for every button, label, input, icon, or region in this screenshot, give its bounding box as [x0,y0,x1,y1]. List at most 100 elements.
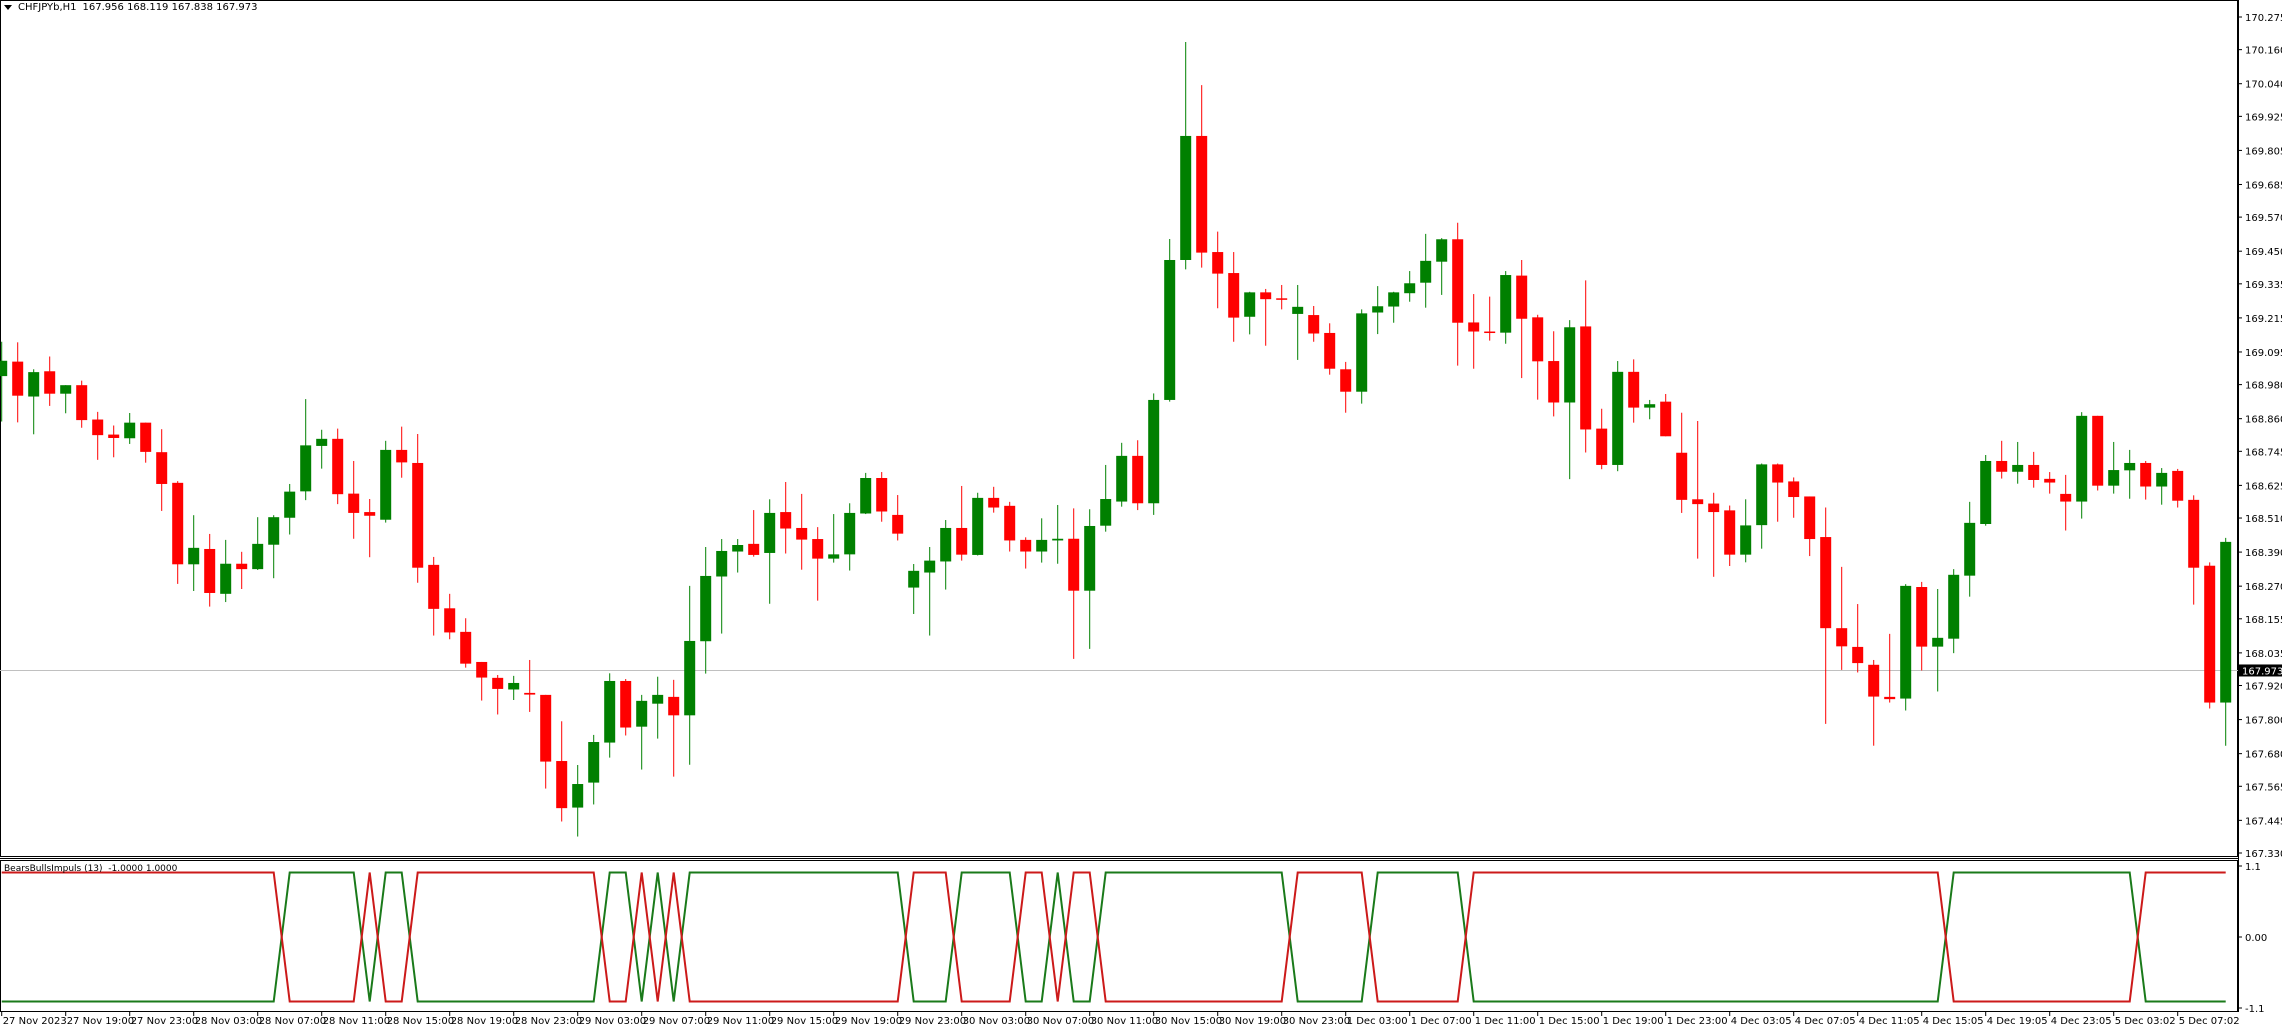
candle-bear [556,721,568,822]
candle-bull [940,520,952,590]
candle-body [876,478,888,512]
candle-bear [12,342,24,423]
indicator-lines [1,871,2226,1003]
candle-body [1772,464,1784,483]
time-tick-label: 27 Nov 19:00 [67,1016,134,1026]
candle-bear [428,556,440,636]
candle-bear [1340,361,1352,413]
candle-body [1068,538,1080,591]
candle-bull [380,440,392,523]
time-tick-label: 28 Nov 15:00 [387,1016,454,1026]
candle-body [1836,628,1848,647]
candle-body [908,570,920,588]
price-tick-label: 167.330 [2245,849,2282,860]
candle-bear [1532,314,1544,400]
candle-body [1468,322,1480,332]
candle-body [684,640,696,716]
candle-bull [1900,584,1912,711]
candle-body [796,527,808,540]
candle-body [1436,239,1448,262]
candle-bear [892,495,904,541]
collapse-triangle-icon[interactable] [4,5,12,10]
price-tick-label: 167.920 [2245,682,2282,693]
candle-bull [300,399,312,501]
candle-bear [1660,393,1672,437]
candle-bear [540,694,552,789]
candle-bull [1500,271,1512,344]
candle-body [1964,522,1976,576]
candle-bear [364,499,376,558]
candle-body [1596,428,1608,465]
candle-bull [1372,286,1384,335]
candle-body [364,512,376,516]
candle-bull [716,539,728,634]
candle-bull [2012,441,2024,484]
candle-body [940,527,952,562]
candle-body [1100,499,1112,526]
candle-body [860,478,872,514]
candle-bear [956,485,968,561]
candle-bear [1772,463,1784,522]
time-tick-label: 29 Nov 07:00 [643,1016,710,1026]
candle-bear [1468,294,1480,369]
candle-bear [332,428,344,505]
candle-body [2044,478,2056,483]
candle-bear [76,380,88,428]
candle-bull [1644,399,1656,420]
time-tick-label: 5 Dec 03:02 [2115,1016,2176,1026]
candle-body [1948,574,1960,639]
time-tick-label: 1 Dec 03:00 [1347,1016,1408,1026]
candle-bear [1868,659,1880,746]
time-tick-label: 28 Nov 19:00 [451,1016,518,1026]
candle-body [1180,135,1192,260]
candle-bear [988,486,1000,513]
price-tick-label: 169.335 [2245,280,2282,291]
candle-bear [44,356,56,406]
price-tick-label: 169.685 [2245,180,2282,191]
candle-bear [748,510,760,557]
candle-body [1644,404,1656,408]
time-tick-label: 1 Dec 19:00 [1603,1016,1664,1026]
price-tick-label: 168.510 [2245,514,2282,525]
candle-body [172,482,184,565]
price-tick-label: 170.040 [2245,80,2282,91]
candle-body [1484,331,1496,334]
time-tick-label: 30 Nov 19:00 [1219,1016,1286,1026]
price-tick-label: 169.095 [2245,348,2282,359]
time-tick-label: 4 Dec 11:05 [1859,1016,1920,1026]
candle-bear [1068,508,1080,659]
candle-body [268,517,280,545]
chart-header: CHFJPYb,H1 167.956 168.119 167.838 167.9… [4,2,257,13]
candle-bull [1948,569,1960,654]
candle-body [764,512,776,553]
candle-bear [1708,492,1720,577]
candle-body [620,680,632,728]
candle-bull [252,517,264,570]
candle-bear [1132,440,1144,511]
candle-body [140,422,152,452]
candle-bear [348,460,360,539]
candle-bull [0,341,8,422]
candle-bear [1820,507,1832,724]
candle-body [1036,539,1048,552]
candle-bull [1964,501,1976,597]
candle-bull [764,499,776,604]
candle-body [588,742,600,783]
time-tick-label: 29 Nov 19:00 [835,1016,902,1026]
candle-bull [2220,537,2232,746]
candle-bear [620,678,632,736]
candle-bear [1548,331,1560,417]
candle-body [2092,415,2104,486]
candle-body [1548,361,1560,403]
candle-body [1020,539,1032,552]
candle-bull [1036,518,1048,563]
candle-body [2076,415,2088,502]
time-tick-label: 27 Nov 23:00 [131,1016,198,1026]
time-tick-label: 1 Dec 11:00 [1475,1016,1536,1026]
price-tick-label: 170.160 [2245,46,2282,57]
candle-bear [1484,296,1496,341]
candle-bear [1580,280,1592,453]
price-tick-label: 168.390 [2245,548,2282,559]
candle-bear [2092,415,2104,491]
